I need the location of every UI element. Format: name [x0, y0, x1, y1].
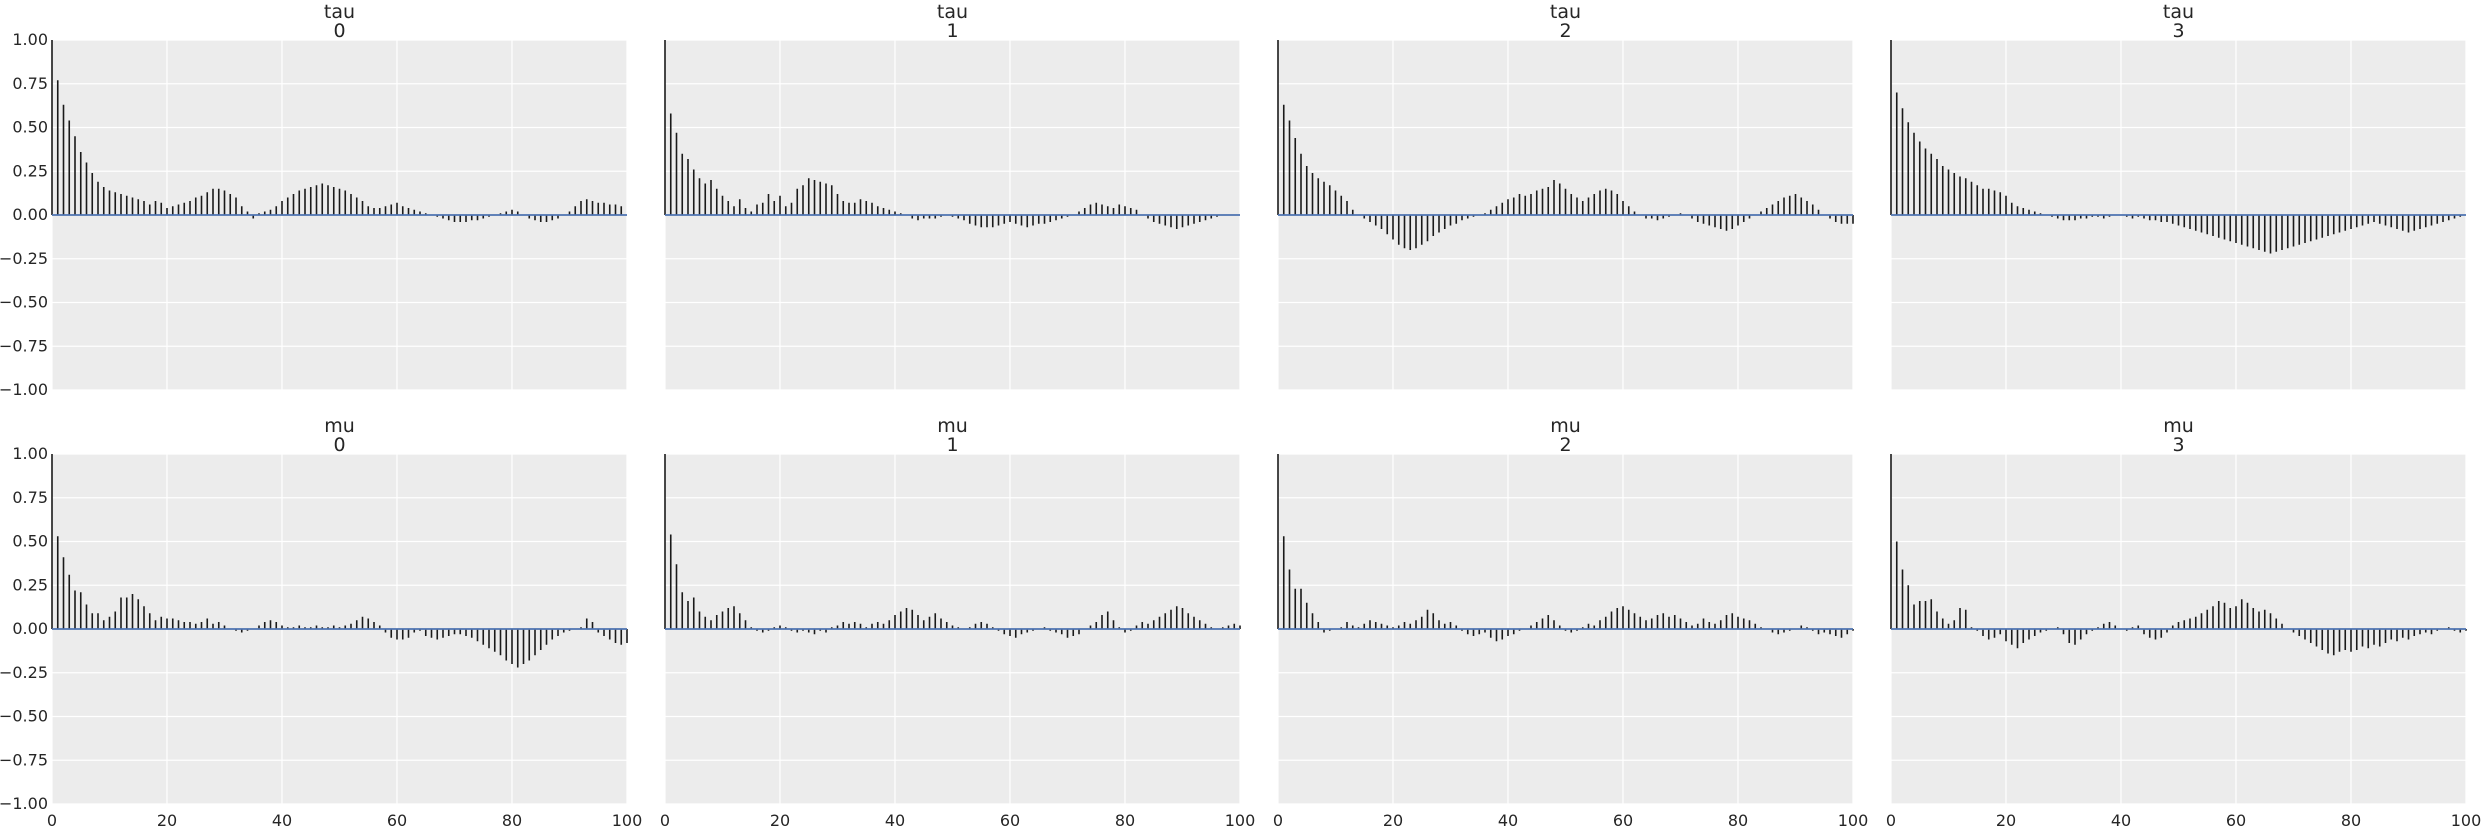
x-tick-label: 20	[1383, 811, 1403, 827]
x-tick-label: 40	[272, 811, 292, 827]
x-tick-label: 100	[1838, 811, 1869, 827]
y-tick-label: −1.00	[0, 794, 48, 813]
y-tick-label: −0.25	[0, 663, 48, 682]
panel-title-index: 1	[946, 20, 958, 42]
x-tick-label: 20	[770, 811, 790, 827]
y-tick-label: 1.00	[12, 444, 48, 463]
y-tick-label: 0.75	[12, 488, 48, 507]
panel-title-var: mu	[937, 415, 968, 437]
panel-title-index: 3	[2172, 20, 2184, 42]
y-tick-label: −0.75	[0, 336, 48, 355]
acf-panel-mu-1: mu1 0 20 40 60 80 100	[660, 415, 1255, 827]
panel-title-index: 2	[1559, 434, 1571, 456]
panel-title-index: 0	[333, 434, 345, 456]
y-tick-label: −1.00	[0, 380, 48, 399]
y-tick-label: −0.25	[0, 249, 48, 268]
y-tick-label: 1.00	[12, 30, 48, 49]
x-tick-label: 0	[660, 811, 670, 827]
x-tick-label: 80	[2341, 811, 2361, 827]
x-tick-label: 0	[1273, 811, 1283, 827]
x-tick-label: 20	[1996, 811, 2016, 827]
y-tick-label: 0.25	[12, 161, 48, 180]
x-tick-label: 80	[1115, 811, 1135, 827]
x-tick-label: 0	[1886, 811, 1896, 827]
x-tick-label: 40	[885, 811, 905, 827]
y-tick-label: 0.00	[12, 619, 48, 638]
panel-title-index: 3	[2172, 434, 2184, 456]
x-tick-label: 80	[502, 811, 522, 827]
panel-title-var: tau	[1550, 1, 1581, 23]
panel-title-var: tau	[324, 1, 355, 23]
x-tick-label: 60	[387, 811, 407, 827]
y-tick-label: 0.00	[12, 205, 48, 224]
x-tick-label: 100	[1225, 811, 1256, 827]
x-tick-label: 0	[47, 811, 57, 827]
acf-panel-mu-3: mu3 0 20 40 60 80 100	[1886, 415, 2481, 827]
y-tick-label: 0.25	[12, 575, 48, 594]
panel-title-index: 1	[946, 434, 958, 456]
x-tick-label: 60	[2226, 811, 2246, 827]
x-tick-label: 60	[1000, 811, 1020, 827]
y-tick-label: 0.50	[12, 532, 48, 551]
panel-title-var: mu	[2163, 415, 2194, 437]
panel-title-var: mu	[324, 415, 355, 437]
x-tick-label: 40	[2111, 811, 2131, 827]
x-tick-label: 60	[1613, 811, 1633, 827]
x-tick-label: 40	[1498, 811, 1518, 827]
x-tick-label: 100	[2451, 811, 2482, 827]
x-tick-label: 100	[612, 811, 643, 827]
acf-panel-mu-0: mu01.000.750.500.250.00−0.25−0.50−0.75−1…	[0, 415, 642, 827]
panel-title-var: tau	[937, 1, 968, 23]
panel-title-index: 0	[333, 20, 345, 42]
x-tick-label: 80	[1728, 811, 1748, 827]
y-tick-label: −0.75	[0, 750, 48, 769]
x-tick-label: 20	[157, 811, 177, 827]
panel-title-var: mu	[1550, 415, 1581, 437]
y-tick-label: 0.50	[12, 118, 48, 137]
y-tick-label: −0.50	[0, 707, 48, 726]
panel-title-var: tau	[2163, 1, 2194, 23]
y-tick-label: 0.75	[12, 74, 48, 93]
y-tick-label: −0.50	[0, 293, 48, 312]
panel-title-index: 2	[1559, 20, 1571, 42]
